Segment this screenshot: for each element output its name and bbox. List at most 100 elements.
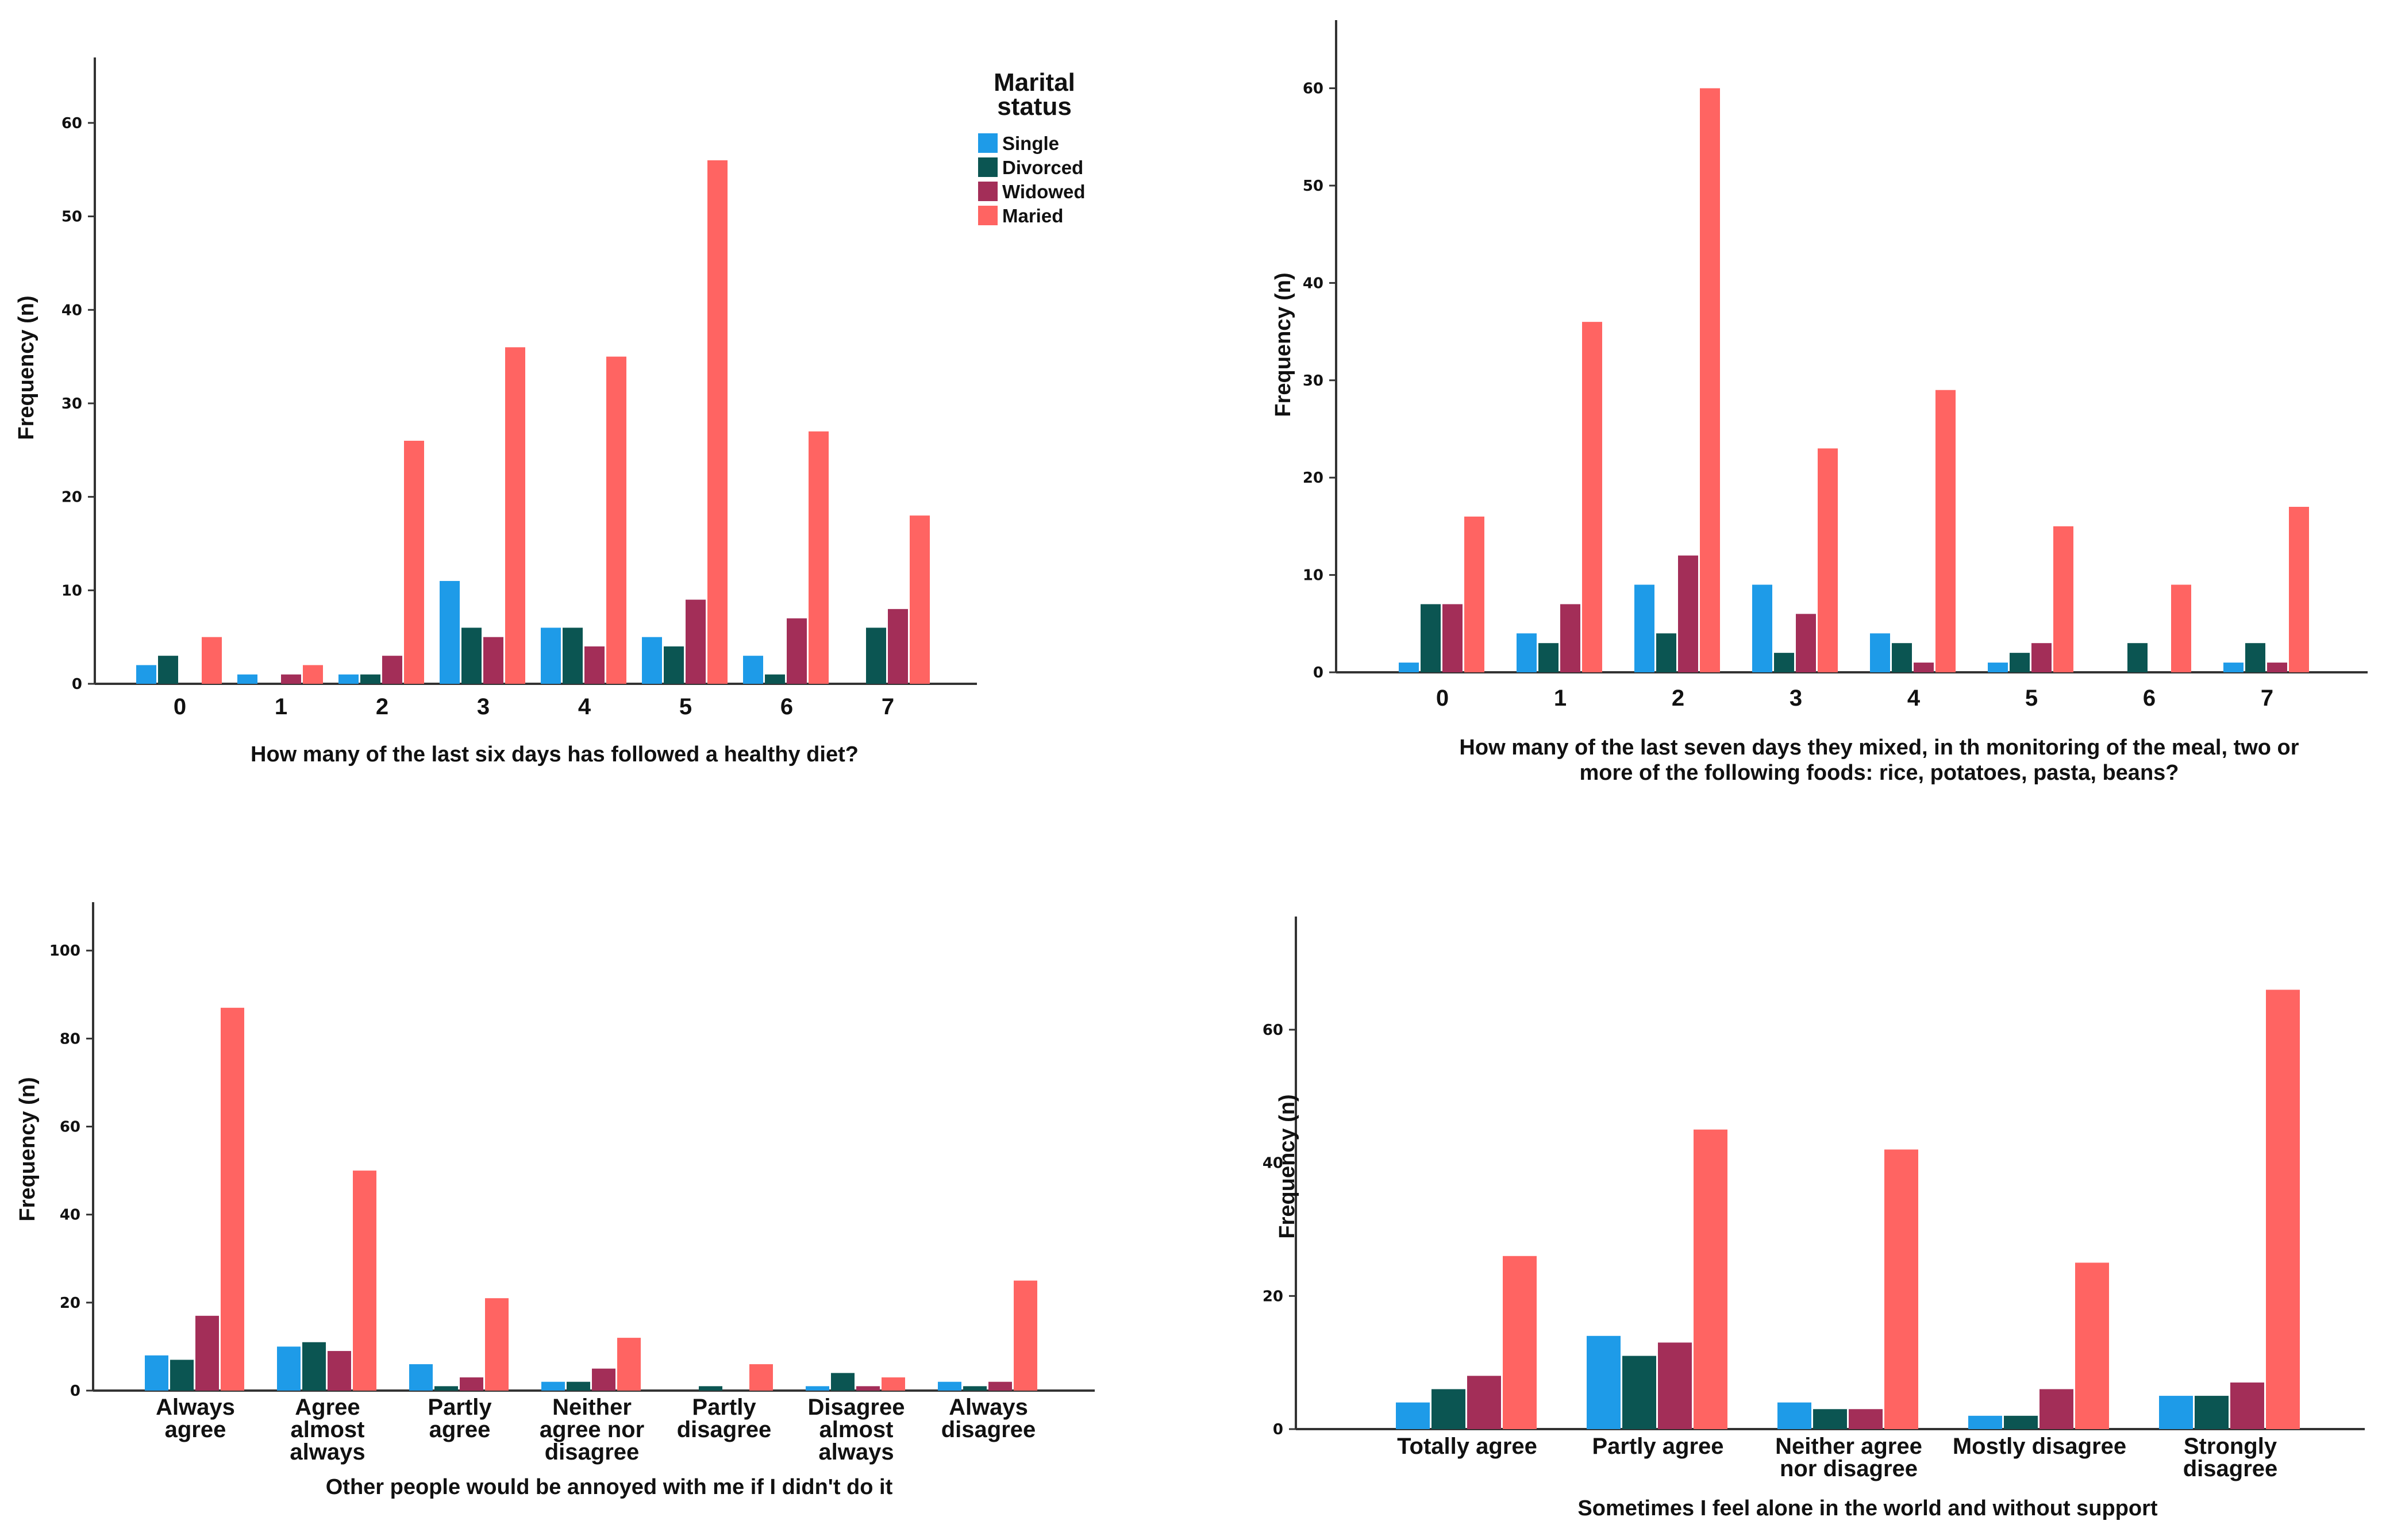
x-tick-label: always [818,1439,894,1465]
bar-maried-1 [1582,322,1602,672]
bar-maried-4 [2266,990,2300,1429]
x-axis-label: Other people would be annoyed with me if… [326,1475,893,1499]
bar-maried-2 [1700,88,1720,672]
bar-maried-5 [707,160,728,684]
x-tick-label: 0 [174,694,186,719]
x-tick-label: 6 [2143,686,2156,711]
x-tick-label: Neither agree [1775,1434,1922,1459]
bar-widowed-4 [2230,1382,2264,1429]
x-tick-label: agree [429,1417,491,1442]
x-axis-label: Sometimes I feel alone in the world and … [1577,1496,2158,1520]
bar-widowed-4 [1914,663,1934,672]
x-tick-label: always [290,1439,365,1465]
bar-divorced-3 [461,627,482,684]
bar-maried-5 [2053,526,2073,672]
bar-divorced-7 [866,627,886,684]
y-tick-label: 60 [60,1119,80,1136]
y-tick-label: 40 [60,1207,80,1224]
bar-single-4 [1870,633,1890,672]
bar-divorced-2 [360,674,380,684]
bar-widowed-0 [1467,1376,1501,1429]
bar-divorced-1 [1538,643,1559,672]
bar-widowed-3 [592,1368,615,1391]
bar-divorced-3 [1774,653,1794,672]
y-tick-label: 20 [60,1295,80,1312]
bar-single-0 [145,1355,168,1391]
bar-divorced-6 [2127,643,2148,672]
bar-divorced-5 [664,646,684,684]
x-tick-label: 1 [1554,686,1567,711]
bar-single-5 [1988,663,2008,672]
bar-maried-6 [809,431,829,684]
bar-single-5 [806,1386,829,1391]
y-tick-label: 40 [61,302,82,319]
bar-divorced-0 [1431,1389,1465,1429]
bar-divorced-0 [1421,604,1441,672]
y-tick-label: 80 [60,1030,80,1048]
bar-widowed-0 [195,1315,219,1391]
bar-divorced-6 [765,674,785,684]
bar-single-7 [2223,663,2244,672]
y-tick-label: 10 [1303,567,1323,584]
y-axis-label: Frequency (n) [1275,1094,1299,1238]
x-tick-label: Partly agree [1592,1434,1723,1459]
bar-maried-3 [617,1338,641,1391]
bar-widowed-4 [584,646,605,684]
legend-title: status [997,93,1072,121]
bar-divorced-0 [158,656,178,684]
y-tick-label: 0 [1313,664,1323,682]
legend-swatch-single [978,133,998,153]
x-tick-label: 7 [882,694,894,719]
bar-widowed-5 [856,1386,880,1391]
bar-maried-5 [882,1377,905,1391]
y-tick-label: 0 [72,676,82,693]
x-tick-label: Agree [295,1395,360,1420]
x-axis-label: more of the following foods: rice, potat… [1580,761,2179,785]
y-axis-label: Frequency (n) [16,1077,40,1221]
x-tick-label: Neither [552,1395,632,1420]
bar-single-6 [743,656,763,684]
bar-maried-0 [1503,1256,1537,1429]
bar-maried-4 [749,1364,773,1391]
bar-divorced-1 [1622,1356,1656,1429]
bar-widowed-3 [2039,1389,2073,1429]
bar-single-2 [1777,1402,1811,1429]
legend-swatch-widowed [978,182,998,201]
y-tick-label: 40 [1263,1155,1283,1172]
y-tick-label: 100 [49,942,80,960]
x-tick-label: disagree [2183,1456,2278,1481]
bar-maried-0 [1464,516,1484,672]
bar-widowed-2 [1849,1409,1883,1429]
x-tick-label: almost [819,1417,894,1442]
bar-single-6 [938,1381,961,1391]
x-tick-label: 2 [1672,686,1684,711]
x-tick-label: 3 [1790,686,1802,711]
y-axis-label: Frequency (n) [14,295,39,440]
x-tick-label: Always [156,1395,235,1420]
bar-divorced-3 [567,1381,590,1391]
x-tick-label: 1 [275,694,287,719]
bar-widowed-6 [787,618,807,684]
chart-panel-mixed-foods: 0 10 20 30 40 50 60 Frequency (n) 0 1 2 3 4 5 6 7 How ma… [1271,20,2368,785]
bar-single-3 [1752,584,1772,672]
x-tick-label: almost [291,1417,365,1442]
legend-title: Marital [994,68,1075,97]
bar-widowed-6 [988,1381,1012,1391]
legend-swatch-divorced [978,157,998,177]
bar-divorced-4 [2195,1396,2229,1429]
x-axis-label: How many of the last seven days they mix… [1459,736,2299,760]
bar-widowed-2 [382,656,402,684]
bar-single-2 [1634,584,1654,672]
x-tick-label: disagree [545,1439,640,1465]
bar-widowed-1 [1658,1342,1692,1429]
bar-divorced-1 [302,1342,326,1391]
y-tick-label: 50 [61,209,82,226]
bar-widowed-5 [686,599,706,684]
bar-single-3 [541,1381,565,1391]
bar-maried-4 [1935,390,1956,672]
bar-divorced-6 [963,1386,987,1391]
bar-single-0 [1396,1402,1430,1429]
bar-divorced-4 [1892,643,1912,672]
bar-single-1 [277,1346,301,1391]
